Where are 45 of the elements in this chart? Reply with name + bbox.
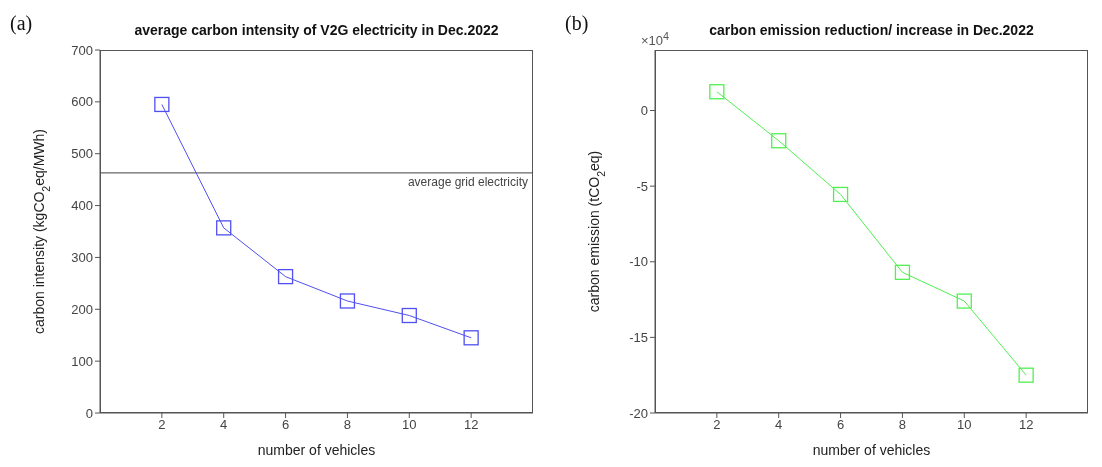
y-tick-label: 500 — [71, 146, 93, 162]
x-tick-label: 12 — [1018, 417, 1034, 433]
point — [771, 133, 787, 149]
point — [339, 293, 356, 309]
text: ×10$^{4}$ — [641, 30, 670, 49]
ref-line-label: average grid electricity — [407, 175, 528, 190]
chart-title: average carbon intensity of V2G electricity in Dec.2022 — [133, 22, 500, 38]
point — [401, 307, 417, 324]
x-tick-label: 6 — [836, 417, 845, 433]
x-tick-label: 4 — [775, 417, 783, 433]
x-tick-label: 8 — [343, 417, 352, 433]
y-tick-label: -15 — [629, 329, 648, 345]
x-tick-label: 12 — [463, 417, 479, 433]
y-tick-label: -10 — [629, 254, 648, 270]
text: (a) — [10, 12, 33, 35]
point — [463, 330, 479, 346]
y-tick-label: 400 — [71, 198, 93, 214]
y-tick-label: 600 — [71, 94, 93, 110]
y-tick-label: -20 — [629, 405, 648, 421]
point — [216, 220, 232, 236]
x-tick-label: 2 — [158, 417, 166, 433]
point — [277, 268, 294, 285]
x-tick-label: 2 — [713, 417, 721, 433]
point — [832, 186, 849, 203]
x-tick-label: 10 — [402, 417, 417, 433]
x-tick-label: 4 — [220, 417, 228, 433]
y-tick-label: 700 — [71, 42, 93, 58]
point — [894, 264, 911, 280]
y-tick-label: 300 — [71, 250, 93, 266]
y-tick-label: 100 — [71, 353, 93, 369]
point — [709, 84, 725, 100]
y-tick-label: -5 — [636, 178, 648, 194]
x-tick-label: 10 — [957, 417, 972, 433]
x-axis-title: number of vehicles — [812, 442, 931, 458]
y-tick-label: 200 — [71, 301, 93, 317]
point — [154, 96, 170, 113]
y-tick-label: 0 — [85, 405, 93, 421]
text: (b) — [565, 12, 589, 35]
point — [956, 293, 972, 309]
x-axis-title: number of vehicles — [257, 442, 376, 458]
y-tick-label: 0 — [640, 103, 648, 119]
x-tick-label: 8 — [898, 417, 907, 433]
chart-title: carbon emission reduction/ increase in Dec.2022 — [709, 22, 1034, 38]
point — [1018, 367, 1034, 383]
x-tick-label: 6 — [281, 417, 290, 433]
